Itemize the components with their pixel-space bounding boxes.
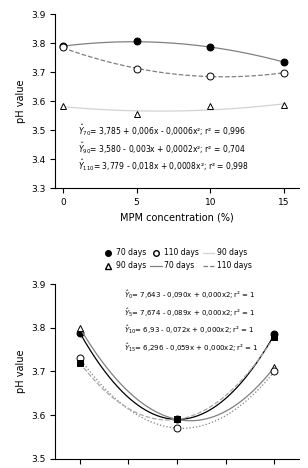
Text: $\hat{Y}_{90}$= 3,580 - 0,003x + 0,0002x²; r² = 0,704: $\hat{Y}_{90}$= 3,580 - 0,003x + 0,0002x…	[78, 140, 245, 156]
Text: $\hat{Y}_{5}$= 7,674 - 0,089x + 0,000x2; r² = 1: $\hat{Y}_{5}$= 7,674 - 0,089x + 0,000x2;…	[124, 307, 255, 319]
Text: $\hat{Y}_{110}$= 3,779 - 0,018x + 0,0008x²; r² = 0,998: $\hat{Y}_{110}$= 3,779 - 0,018x + 0,0008…	[78, 157, 248, 173]
Text: $\hat{Y}_{70}$= 3,785 + 0,006x - 0,0006x²; r² = 0,996: $\hat{Y}_{70}$= 3,785 + 0,006x - 0,0006x…	[78, 122, 245, 138]
X-axis label: MPM concentration (%): MPM concentration (%)	[120, 212, 234, 223]
Y-axis label: pH value: pH value	[16, 350, 26, 393]
Text: $\hat{Y}_{0}$= 7,643 - 0,090x + 0,000x2; r² = 1: $\hat{Y}_{0}$= 7,643 - 0,090x + 0,000x2;…	[124, 289, 255, 301]
Y-axis label: pH value: pH value	[16, 80, 26, 123]
Legend: 70 days, 90 days, 110 days, 70 days, 90 days, 110 days: 70 days, 90 days, 110 days, 70 days, 90 …	[101, 247, 253, 272]
Text: $\hat{Y}_{15}$= 6,296 - 0,059x + 0,000x2; r² = 1: $\hat{Y}_{15}$= 6,296 - 0,059x + 0,000x2…	[124, 341, 258, 354]
Text: $\hat{Y}_{10}$= 6,93 - 0,072x + 0,000x2; r² = 1: $\hat{Y}_{10}$= 6,93 - 0,072x + 0,000x2;…	[124, 324, 254, 336]
